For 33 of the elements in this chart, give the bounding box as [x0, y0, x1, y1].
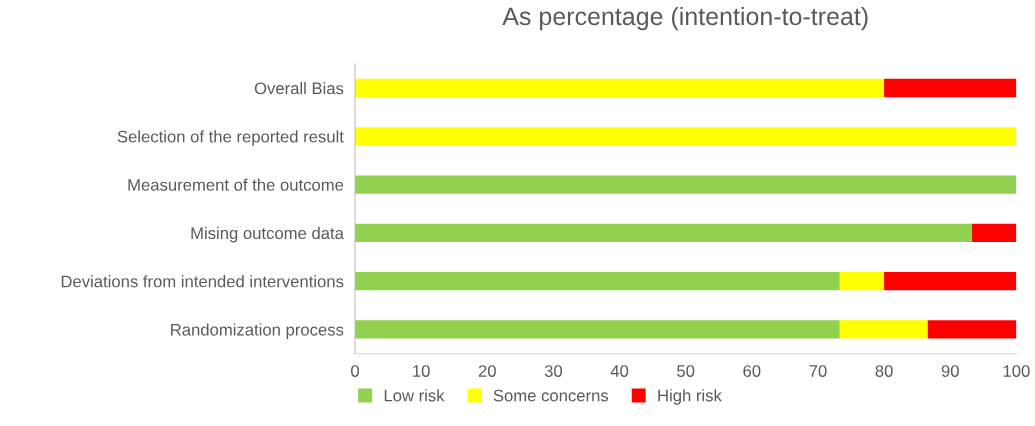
y-tick-label: Selection of the reported result	[117, 130, 344, 146]
x-tick-label: 70	[809, 365, 827, 377]
bar	[884, 271, 1017, 291]
bar	[972, 223, 1017, 243]
bar	[355, 320, 840, 339]
x-tick-label: 0	[351, 365, 359, 377]
x-tick-label: 30	[544, 365, 563, 377]
x-tick-label: 90	[941, 365, 959, 377]
y-tick-label: Overall Bias	[254, 82, 344, 95]
bar	[355, 78, 885, 98]
bar	[355, 271, 840, 291]
y-tick-label: Deviations from intended interventions	[61, 275, 344, 288]
x-tick-label: 80	[875, 365, 893, 377]
bar	[355, 223, 973, 243]
legend-label: Some concerns	[493, 389, 609, 402]
bar	[355, 127, 1017, 146]
bar	[839, 271, 885, 291]
y-tick-label: Measurement of the outcome	[128, 178, 344, 191]
x-tick-label: 40	[610, 365, 629, 377]
x-tick-label: 20	[478, 365, 496, 377]
x-tick-label: 60	[743, 365, 761, 377]
y-tick-label: Randomization process	[171, 323, 344, 339]
bar	[884, 78, 1017, 98]
legend-label: Low risk	[384, 389, 445, 402]
bar	[927, 320, 1017, 339]
bar	[839, 320, 928, 339]
bar	[355, 175, 1017, 194]
legend-label: High risk	[658, 389, 722, 405]
x-tick-label: 100	[1003, 365, 1030, 377]
y-tick-label: Mising outcome data	[191, 226, 344, 243]
x-tick-label: 50	[677, 365, 695, 377]
x-tick-label: 10	[413, 365, 430, 377]
chart-title: As percentage (intention-to-treat)	[502, 6, 868, 31]
